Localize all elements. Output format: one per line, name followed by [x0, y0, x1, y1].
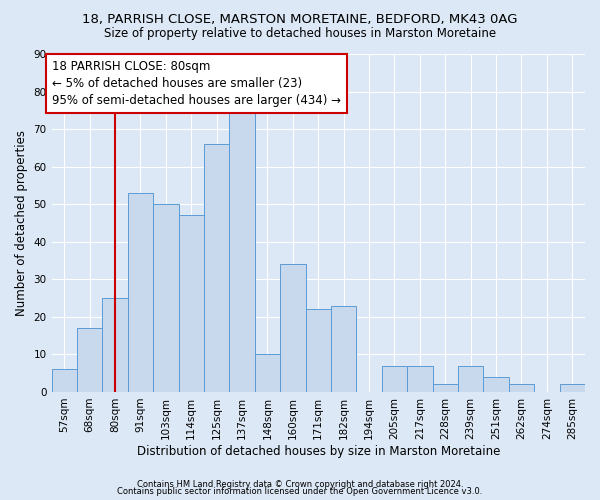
Text: 18 PARRISH CLOSE: 80sqm
← 5% of detached houses are smaller (23)
95% of semi-det: 18 PARRISH CLOSE: 80sqm ← 5% of detached…	[52, 60, 341, 106]
Bar	[77, 328, 103, 392]
Bar	[179, 216, 204, 392]
Bar	[280, 264, 305, 392]
Bar	[103, 298, 128, 392]
Bar	[204, 144, 229, 392]
Bar	[484, 377, 509, 392]
Bar	[331, 306, 356, 392]
Bar	[305, 310, 331, 392]
X-axis label: Distribution of detached houses by size in Marston Moretaine: Distribution of detached houses by size …	[137, 444, 500, 458]
Bar	[153, 204, 179, 392]
Bar	[255, 354, 280, 392]
Bar	[509, 384, 534, 392]
Bar	[407, 366, 433, 392]
Bar	[458, 366, 484, 392]
Text: Contains HM Land Registry data © Crown copyright and database right 2024.: Contains HM Land Registry data © Crown c…	[137, 480, 463, 489]
Bar	[52, 370, 77, 392]
Bar	[382, 366, 407, 392]
Text: Size of property relative to detached houses in Marston Moretaine: Size of property relative to detached ho…	[104, 28, 496, 40]
Bar	[433, 384, 458, 392]
Bar	[560, 384, 585, 392]
Text: 18, PARRISH CLOSE, MARSTON MORETAINE, BEDFORD, MK43 0AG: 18, PARRISH CLOSE, MARSTON MORETAINE, BE…	[82, 12, 518, 26]
Bar	[128, 193, 153, 392]
Bar	[229, 106, 255, 392]
Y-axis label: Number of detached properties: Number of detached properties	[15, 130, 28, 316]
Text: Contains public sector information licensed under the Open Government Licence v3: Contains public sector information licen…	[118, 487, 482, 496]
